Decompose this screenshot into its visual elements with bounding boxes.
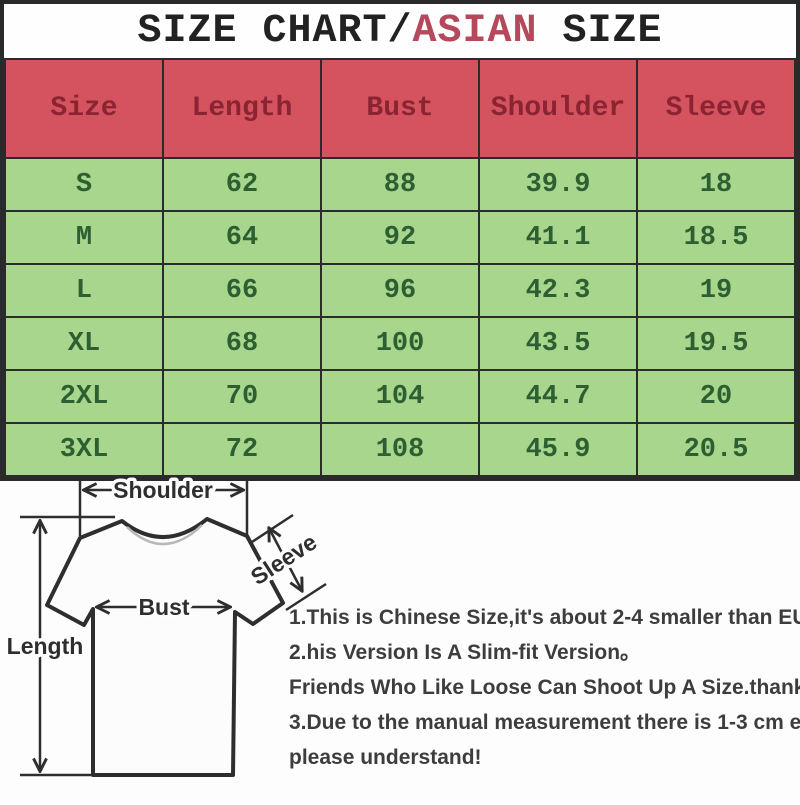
note-line-4: 3.Due to the manual measurement there is… [289,711,800,734]
cell-sleeve: 20.5 [636,422,796,477]
size-chart-panel: SIZE CHART/ASIAN SIZE Size Length Bust S… [0,0,800,481]
cell-size: 2XL [4,369,164,424]
column-header-sleeve: Sleeve [636,58,796,159]
column-header-length: Length [162,58,322,159]
tshirt-diagram-svg: Shoulder Length Bust Sleeve [3,474,327,777]
tshirt-measurement-diagram: Shoulder Length Bust Sleeve [0,462,360,800]
note-line-1: 1.This is Chinese Size,it's about 2-4 sm… [289,606,800,629]
cell-shoulder: 44.7 [478,369,638,424]
title-text-pre: SIZE CHART/ [137,8,413,54]
cell-length: 64 [162,210,322,265]
cell-bust: 92 [320,210,480,265]
column-header-shoulder: Shoulder [478,58,638,159]
cell-length: 68 [162,316,322,371]
sleeve-tick-bottom [285,582,327,612]
table-row: M 64 92 41.1 18.5 [4,210,796,265]
collar-inner-curve [126,524,203,546]
length-label: Length [7,633,84,659]
cell-size: S [4,157,164,212]
cell-size: XL [4,316,164,371]
title-text-accent: ASIAN [412,8,538,54]
cell-bust: 100 [320,316,480,371]
cell-length: 66 [162,263,322,318]
table-row: 3XL 72 108 45.9 20.5 [4,422,796,477]
table-row: L 66 96 42.3 19 [4,263,796,318]
sleeve-tick-top [251,513,294,544]
sizing-notes: 1.This is Chinese Size,it's about 2-4 sm… [289,600,800,775]
note-line-3: Friends Who Like Loose Can Shoot Up A Si… [289,676,800,699]
bust-label: Bust [138,594,189,620]
cell-size: 3XL [4,422,164,477]
page-title: SIZE CHART/ASIAN SIZE [4,4,796,58]
note-line-2: 2.his Version Is A Slim-fit Version。 [289,641,642,664]
table-row: XL 68 100 43.5 19.5 [4,316,796,371]
sleeve-arrow [270,530,301,589]
cell-length: 72 [162,422,322,477]
cell-size: L [4,263,164,318]
table-row: S 62 88 39.9 18 [4,157,796,212]
table-row: 2XL 70 104 44.7 20 [4,369,796,424]
title-text-post: SIZE [537,8,663,54]
cell-shoulder: 39.9 [478,157,638,212]
cell-bust: 108 [320,422,480,477]
cell-sleeve: 19.5 [636,316,796,371]
size-table: Size Length Bust Shoulder Sleeve S 62 88… [4,58,796,477]
column-header-size: Size [4,58,164,159]
cell-bust: 104 [320,369,480,424]
cell-length: 70 [162,369,322,424]
cell-bust: 88 [320,157,480,212]
cell-sleeve: 19 [636,263,796,318]
cell-sleeve: 18 [636,157,796,212]
cell-bust: 96 [320,263,480,318]
column-header-bust: Bust [320,58,480,159]
cell-sleeve: 20 [636,369,796,424]
cell-shoulder: 41.1 [478,210,638,265]
cell-length: 62 [162,157,322,212]
cell-sleeve: 18.5 [636,210,796,265]
shoulder-label: Shoulder [113,477,213,503]
cell-shoulder: 43.5 [478,316,638,371]
note-line-5: please understand! [289,746,482,769]
cell-shoulder: 45.9 [478,422,638,477]
cell-shoulder: 42.3 [478,263,638,318]
table-header-row: Size Length Bust Shoulder Sleeve [4,58,796,159]
cell-size: M [4,210,164,265]
